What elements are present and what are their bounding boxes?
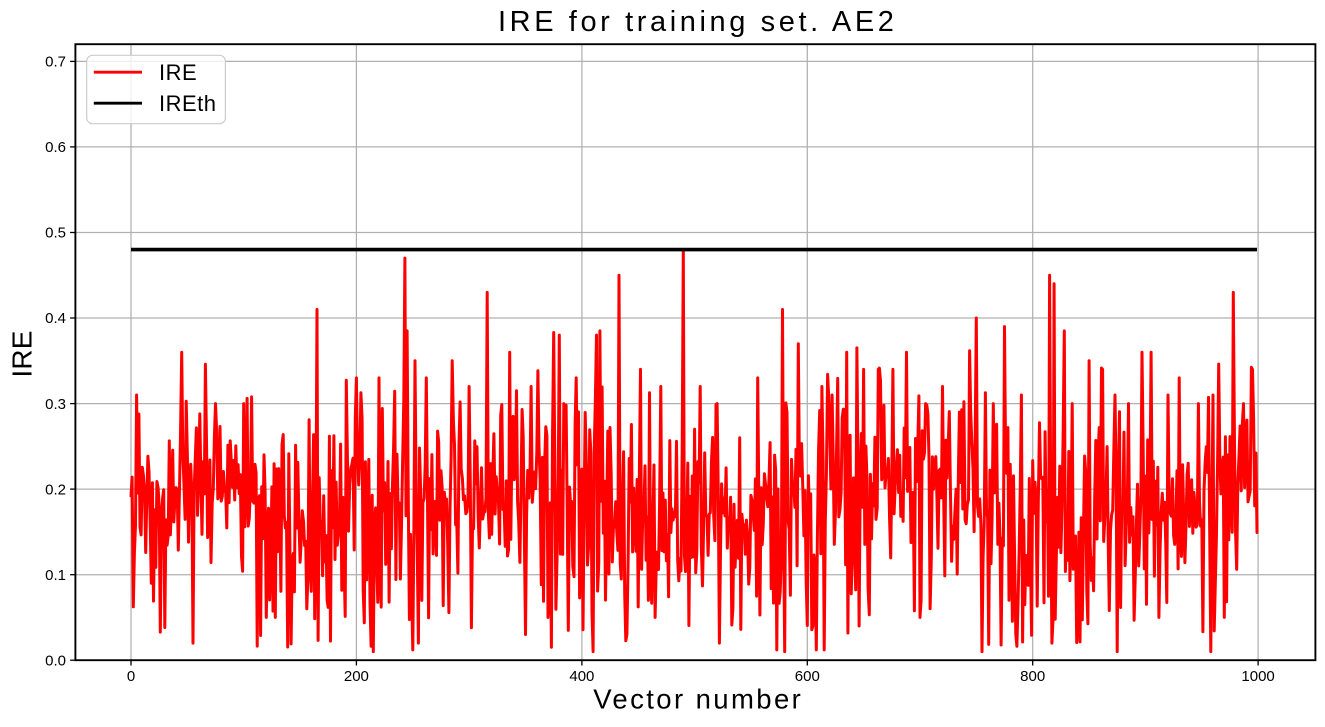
svg-text:1000: 1000 — [1241, 668, 1274, 685]
svg-text:0.6: 0.6 — [45, 139, 66, 156]
svg-text:0.7: 0.7 — [45, 54, 66, 71]
svg-text:0.4: 0.4 — [45, 310, 66, 327]
svg-text:0.1: 0.1 — [45, 567, 66, 584]
svg-text:0.2: 0.2 — [45, 481, 66, 498]
svg-text:800: 800 — [1020, 668, 1045, 685]
svg-text:400: 400 — [569, 668, 594, 685]
svg-text:0: 0 — [127, 668, 135, 685]
svg-text:600: 600 — [795, 668, 820, 685]
svg-text:0.3: 0.3 — [45, 396, 66, 413]
svg-text:IRE: IRE — [159, 60, 197, 85]
svg-text:IRE for training set. AE2: IRE for training set. AE2 — [498, 6, 897, 38]
svg-text:IREth: IREth — [159, 91, 217, 116]
svg-text:200: 200 — [344, 668, 369, 685]
svg-text:Vector number: Vector number — [593, 684, 803, 715]
svg-text:0.0: 0.0 — [45, 652, 66, 669]
svg-text:IRE: IRE — [7, 330, 38, 377]
svg-text:0.5: 0.5 — [45, 225, 66, 242]
